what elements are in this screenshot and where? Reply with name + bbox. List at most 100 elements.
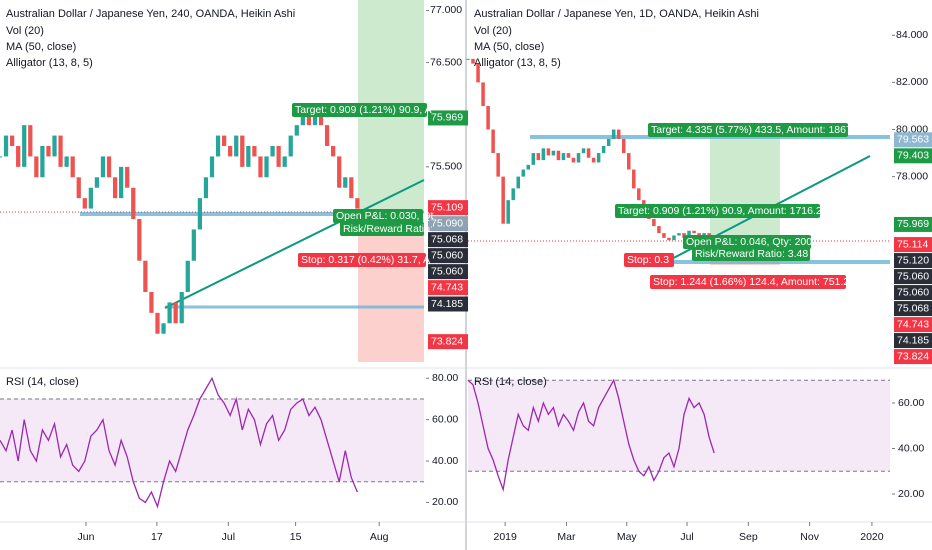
candle bbox=[632, 169, 636, 189]
candle bbox=[566, 153, 571, 158]
trade-annotation-bg bbox=[298, 253, 426, 267]
candle bbox=[586, 148, 591, 158]
price-label: 75.060 bbox=[431, 249, 463, 261]
candle bbox=[491, 129, 495, 154]
candle bbox=[697, 233, 701, 236]
candle bbox=[312, 114, 318, 126]
price-label: 74.743 bbox=[431, 281, 463, 293]
candle bbox=[234, 135, 239, 157]
price-label-bg bbox=[428, 264, 468, 280]
price-label-bg bbox=[894, 216, 932, 232]
rsi-tick-label: 80.00 bbox=[432, 372, 458, 384]
candle bbox=[611, 129, 616, 139]
candle bbox=[521, 169, 526, 177]
price-label: 74.185 bbox=[431, 298, 463, 310]
x-tick-label: Jul bbox=[680, 531, 693, 543]
candle bbox=[556, 150, 561, 161]
candle bbox=[300, 114, 305, 126]
rsi-tick-label: 60.00 bbox=[898, 397, 924, 409]
candle bbox=[155, 312, 160, 334]
candle bbox=[276, 146, 281, 167]
price-label-bg bbox=[894, 301, 932, 317]
candle bbox=[70, 156, 75, 178]
candle bbox=[561, 153, 566, 161]
price-label: 75.060 bbox=[897, 270, 929, 282]
candle bbox=[331, 146, 336, 157]
candle bbox=[581, 148, 586, 154]
x-tick-label: Nov bbox=[800, 531, 819, 543]
candle bbox=[64, 156, 69, 167]
trend-line bbox=[164, 179, 425, 309]
x-tick-label: Sep bbox=[739, 531, 758, 543]
candle bbox=[94, 177, 100, 188]
x-tick-label: 17 bbox=[151, 531, 163, 543]
candle bbox=[209, 156, 215, 178]
rsi-line bbox=[467, 378, 715, 493]
candle bbox=[546, 148, 551, 156]
indicator-label: Alligator (13, 8, 5) bbox=[474, 57, 561, 69]
candle bbox=[264, 156, 269, 178]
candle bbox=[476, 63, 480, 83]
candle bbox=[516, 176, 520, 189]
candle bbox=[82, 198, 87, 209]
candle bbox=[112, 177, 118, 199]
trade-annotation-bg bbox=[683, 235, 811, 249]
candle bbox=[692, 230, 696, 234]
trade-annotation-bg bbox=[615, 204, 820, 218]
candle bbox=[466, 58, 470, 60]
price-label-bg bbox=[428, 248, 468, 264]
y-tick-label: 77.000 bbox=[430, 4, 462, 16]
price-label: 75.114 bbox=[897, 238, 928, 250]
y-tick-label: 75.500 bbox=[430, 161, 462, 173]
candle bbox=[34, 156, 39, 178]
stop-zone bbox=[358, 212, 424, 362]
y-tick-label: 84.000 bbox=[896, 29, 928, 41]
candle bbox=[191, 229, 196, 261]
candle bbox=[288, 135, 293, 157]
candle bbox=[652, 219, 656, 227]
candle bbox=[76, 177, 81, 199]
price-label: 73.824 bbox=[431, 335, 463, 347]
price-label: 75.120 bbox=[897, 254, 929, 266]
candle bbox=[0, 156, 3, 158]
candle bbox=[173, 302, 178, 324]
candle bbox=[270, 146, 275, 157]
candle bbox=[143, 260, 148, 292]
candle bbox=[197, 198, 203, 230]
rsi-tick-label: 40.00 bbox=[898, 442, 924, 454]
price-label: 75.060 bbox=[431, 265, 463, 277]
trade-annotation: Target: 0.909 (1.21%) 90.9, A bbox=[295, 104, 432, 116]
candle bbox=[9, 135, 15, 146]
candle bbox=[100, 156, 106, 178]
candle bbox=[667, 237, 671, 241]
candle bbox=[131, 187, 136, 219]
x-tick-label: Aug bbox=[370, 531, 389, 543]
candle bbox=[161, 323, 166, 334]
candle bbox=[282, 156, 287, 167]
candle bbox=[46, 146, 51, 157]
price-label: 74.185 bbox=[897, 334, 929, 346]
candle bbox=[662, 233, 666, 238]
candle bbox=[349, 177, 354, 199]
candle bbox=[621, 138, 626, 154]
price-label-bg bbox=[428, 110, 468, 126]
trade-annotation: Risk/Reward Ratio: 3.48 bbox=[695, 248, 808, 260]
candle bbox=[355, 198, 360, 209]
price-label: 74.743 bbox=[897, 318, 929, 330]
candle bbox=[28, 125, 33, 157]
candle bbox=[318, 114, 324, 126]
price-label-bg bbox=[428, 334, 468, 350]
x-tick-label: Jun bbox=[78, 531, 95, 543]
candle bbox=[571, 157, 576, 163]
trade-annotation: Stop: 0.317 (0.42%) 31.7, A bbox=[301, 254, 430, 266]
price-label: 75.969 bbox=[431, 112, 463, 124]
y-tick-label: 82.000 bbox=[896, 76, 928, 88]
trade-annotation-bg bbox=[340, 222, 424, 236]
price-label-bg bbox=[894, 253, 932, 269]
price-label: 75.060 bbox=[897, 286, 929, 298]
candle bbox=[22, 125, 27, 167]
x-tick-label: 2020 bbox=[860, 531, 884, 543]
indicator-label: MA (50, close) bbox=[6, 41, 76, 53]
x-tick-label: Jul bbox=[222, 531, 235, 543]
